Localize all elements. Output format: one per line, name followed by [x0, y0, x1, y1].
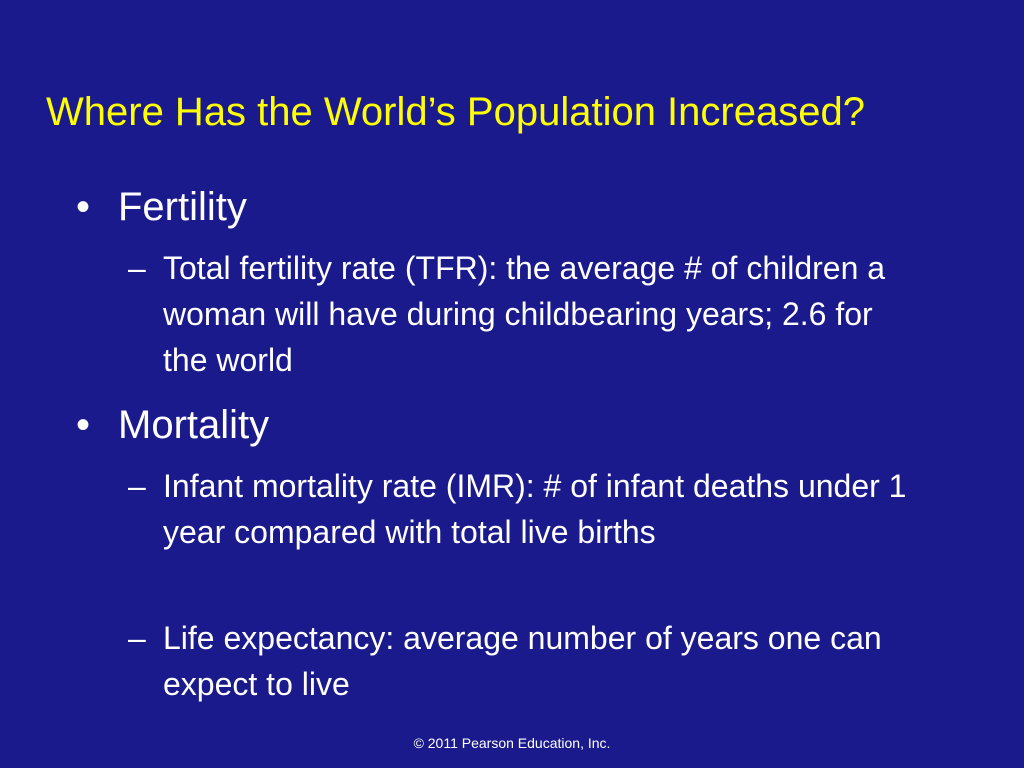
bullet-mortality: • Mortality — [76, 402, 269, 448]
dash-symbol: – — [128, 468, 146, 504]
dash-symbol: – — [128, 250, 146, 286]
subpoint-life-expectancy: – Life expectancy: average number of yea… — [128, 615, 908, 707]
dash-symbol: – — [128, 620, 146, 656]
subpoint-imr: – Infant mortality rate (IMR): # of infa… — [128, 463, 908, 555]
bullet-symbol: • — [76, 403, 91, 447]
bullet-label: Mortality — [118, 403, 270, 447]
subpoint-text: Infant mortality rate (IMR): # of infant… — [163, 468, 907, 550]
subpoint-text: Life expectancy: average number of years… — [163, 620, 882, 702]
bullet-symbol: • — [76, 185, 91, 229]
copyright-footer: © 2011 Pearson Education, Inc. — [413, 735, 611, 751]
subpoint-tfr: – Total fertility rate (TFR): the averag… — [128, 245, 908, 383]
slide-title: Where Has the World’s Population Increas… — [46, 90, 865, 134]
bullet-label: Fertility — [118, 185, 247, 229]
subpoint-text: Total fertility rate (TFR): the average … — [163, 250, 886, 378]
bullet-fertility: • Fertility — [76, 184, 247, 230]
